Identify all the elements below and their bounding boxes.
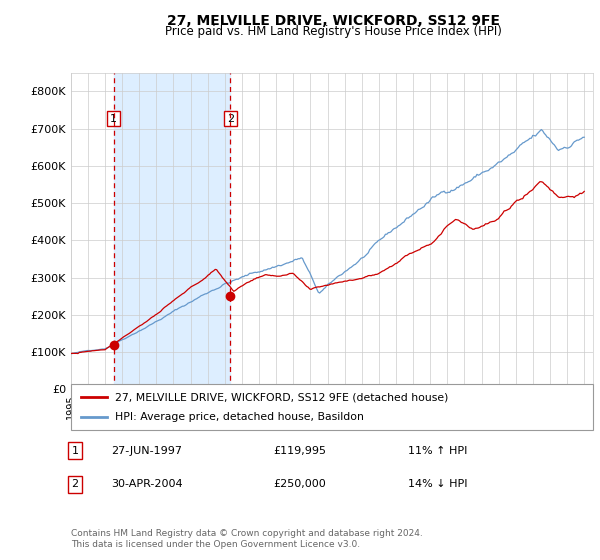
Text: 14% ↓ HPI: 14% ↓ HPI [408, 479, 467, 489]
Text: HPI: Average price, detached house, Basildon: HPI: Average price, detached house, Basi… [115, 412, 364, 422]
Bar [113, 73, 230, 389]
Text: Contains HM Land Registry data © Crown copyright and database right 2024.
This d: Contains HM Land Registry data © Crown c… [71, 529, 422, 549]
Text: 30-APR-2004: 30-APR-2004 [111, 479, 182, 489]
Text: 1: 1 [71, 446, 79, 456]
Text: 27-JUN-1997: 27-JUN-1997 [111, 446, 182, 456]
Text: £119,995: £119,995 [273, 446, 326, 456]
Text: 2: 2 [227, 114, 234, 124]
Text: 11% ↑ HPI: 11% ↑ HPI [408, 446, 467, 456]
Text: 1: 1 [110, 114, 117, 124]
Text: 27, MELVILLE DRIVE, WICKFORD, SS12 9FE (detached house): 27, MELVILLE DRIVE, WICKFORD, SS12 9FE (… [115, 392, 449, 402]
FancyBboxPatch shape [71, 384, 593, 430]
Text: 2: 2 [71, 479, 79, 489]
Text: £250,000: £250,000 [273, 479, 326, 489]
Text: Price paid vs. HM Land Registry's House Price Index (HPI): Price paid vs. HM Land Registry's House … [164, 25, 502, 38]
Text: 27, MELVILLE DRIVE, WICKFORD, SS12 9FE: 27, MELVILLE DRIVE, WICKFORD, SS12 9FE [167, 14, 500, 28]
